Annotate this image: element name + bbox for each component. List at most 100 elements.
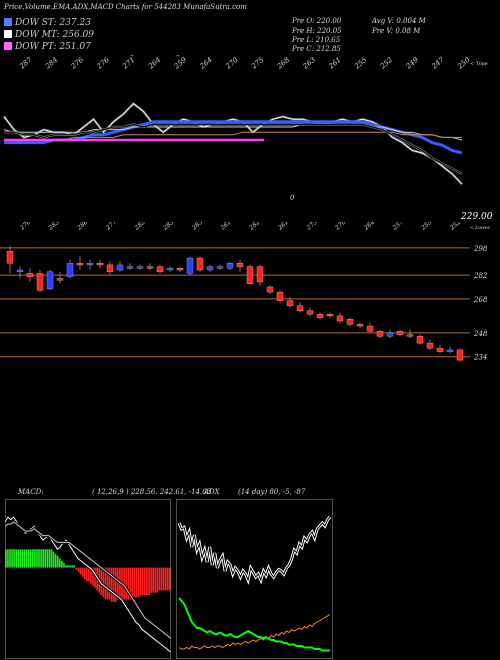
series-price xyxy=(3,102,463,185)
legend-swatch-dow-mt xyxy=(4,30,12,38)
legend-swatch-dow-pt xyxy=(4,42,12,50)
macd-histogram-bar xyxy=(5,549,7,568)
macd-histogram-bar xyxy=(94,567,96,589)
macd-histogram-bar xyxy=(29,549,32,568)
macd-histogram-bar xyxy=(166,567,169,591)
candle-top-label: 257 xyxy=(391,222,405,232)
ohlc-high: Pre H: 220.05 xyxy=(292,27,342,35)
macd-histogram-bar xyxy=(52,551,55,568)
macd-histogram-bar xyxy=(144,567,146,595)
upper-top-label: 276 xyxy=(95,55,112,71)
candle-body xyxy=(276,291,284,301)
macd-histogram-bar xyxy=(50,549,53,568)
candle-body xyxy=(396,330,404,335)
price-ema-chart: 287 284 276 276 271 264 259 264 270 275 268 263 261 2… xyxy=(3,55,493,222)
macd-histogram-bar xyxy=(79,567,82,575)
avg-volume: Avg V: 0.004 M xyxy=(372,17,426,25)
candle-body xyxy=(236,263,244,267)
macd-signal-line xyxy=(5,521,171,639)
candle-top-label: 283 xyxy=(161,222,175,232)
macd-histogram-bar xyxy=(148,567,150,595)
macd-histogram-bar xyxy=(133,567,136,598)
macd-histogram-bar xyxy=(67,565,69,568)
upper-top-label: 264 xyxy=(198,56,214,71)
legend-dow-mt: DOW MT: 256.09 xyxy=(4,30,94,44)
level-label: 248 xyxy=(473,330,488,338)
candle-body xyxy=(336,315,344,322)
macd-histogram-bar xyxy=(40,549,42,568)
upper-top-label: 268 xyxy=(275,55,292,71)
macd-histogram-bar xyxy=(104,567,107,600)
macd-histogram-bar xyxy=(11,549,13,568)
macd-histogram-bar xyxy=(34,549,36,568)
upper-top-label: 255 xyxy=(352,55,369,71)
macd-histogram-bar xyxy=(21,549,24,568)
ohlc-close: Pre C: 212.85 xyxy=(292,45,341,53)
zero-marker: 0 xyxy=(290,194,295,202)
macd-histogram-bar xyxy=(154,567,157,593)
candle-body xyxy=(456,349,464,361)
candle-body xyxy=(96,263,104,266)
macd-histogram-bar xyxy=(131,567,134,598)
macd-histogram-bar xyxy=(17,549,20,568)
macd-histogram-bar xyxy=(127,567,130,600)
prev-volume: Pre V: 0.08 M xyxy=(372,27,421,35)
upper-top-label: 252 xyxy=(378,55,395,71)
candle-body xyxy=(346,319,354,325)
macd-histogram-bar xyxy=(110,567,113,602)
candle-body xyxy=(56,278,64,281)
macd-histogram-bar xyxy=(150,567,152,593)
upper-right-label: < Tope xyxy=(470,61,488,67)
macd-histogram-bar xyxy=(160,567,163,591)
candle-body xyxy=(386,332,394,337)
ohlc-low: Pre L: 210.65 xyxy=(292,36,341,44)
level-label: 268 xyxy=(473,296,488,304)
macd-histogram-bar xyxy=(42,549,45,568)
legend-dow-pt-label: DOW PT: 251.07 xyxy=(15,42,91,52)
macd-histogram-bar xyxy=(102,567,105,598)
upper-top-label: 275 xyxy=(249,55,266,71)
macd-histogram-bar xyxy=(73,565,76,568)
level-label: 298 xyxy=(473,245,488,253)
macd-histogram-bar xyxy=(106,567,109,600)
chart-header-title: Price,Volume,EMA,ADX,MACD Charts for 544… xyxy=(4,3,247,11)
adx-title: ADX xyxy=(204,488,220,496)
zero-marker: 0 xyxy=(176,55,181,58)
macd-histogram-bar xyxy=(13,549,15,568)
candle-top-label: 283 xyxy=(190,222,204,232)
candle-top-label: 275 xyxy=(305,222,319,232)
macd-histogram-bar xyxy=(108,567,111,600)
macd-histogram-bar xyxy=(117,567,119,600)
macd-histogram-bar xyxy=(81,567,84,577)
macd-histogram-bar xyxy=(63,563,65,568)
candle-body xyxy=(216,266,224,269)
macd-histogram-bar xyxy=(65,565,67,568)
candle-body xyxy=(116,264,124,271)
candle-body xyxy=(446,349,454,352)
macd-histogram-bar xyxy=(61,560,63,568)
ohlc-open: Pre O: 220.00 xyxy=(292,17,342,25)
macd-histogram-bar xyxy=(164,567,167,591)
macd-histogram-bar xyxy=(139,567,142,595)
candle-top-label: 261 xyxy=(219,222,233,232)
macd-histogram-bar xyxy=(69,565,71,568)
macd-histogram-bar xyxy=(48,549,51,568)
series-price-outline xyxy=(3,101,463,186)
adx-plus-di-line xyxy=(178,614,331,650)
macd-histogram-bar xyxy=(56,556,59,568)
legend-dow-pt: DOW PT: 251.07 xyxy=(4,42,91,56)
macd-histogram-bar xyxy=(46,549,49,568)
macd-histogram-bar xyxy=(27,549,30,568)
candle-body xyxy=(76,263,84,266)
candle-top-label: 261 xyxy=(276,222,290,232)
upper-top-label: 261 xyxy=(327,56,343,71)
candle-body xyxy=(166,268,174,271)
candle-top-label: 286 xyxy=(75,222,89,232)
macd-histogram-bar xyxy=(168,567,171,591)
candle-top-label: 264 xyxy=(362,222,376,232)
candle-top-label: 270 xyxy=(333,222,347,232)
upper-top-label: 287 xyxy=(17,55,34,71)
candle-body xyxy=(156,266,164,272)
candle-body xyxy=(246,266,254,284)
candle-body xyxy=(316,313,324,318)
